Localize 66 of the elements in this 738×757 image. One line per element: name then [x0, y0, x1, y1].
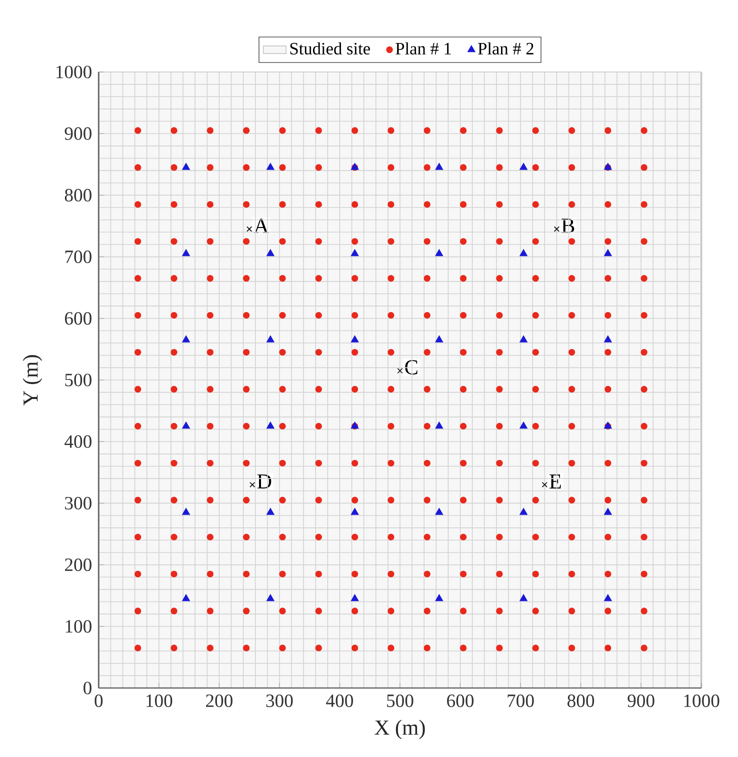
point — [182, 422, 190, 429]
point — [182, 508, 190, 515]
point — [435, 422, 444, 429]
point — [266, 508, 274, 515]
y-tick-label: 500 — [65, 374, 92, 386]
point — [520, 249, 528, 256]
point — [542, 482, 548, 488]
y-tick-label: 300 — [65, 496, 92, 510]
legend-label: Plan # 1 — [396, 42, 451, 55]
x-tick-label: 600 — [447, 694, 474, 708]
point — [350, 249, 359, 256]
annotation: C — [405, 360, 418, 374]
x-tick-label: 700 — [508, 694, 534, 708]
y-tick-label: 400 — [64, 435, 92, 448]
point — [246, 226, 252, 232]
point — [520, 336, 528, 342]
y-tick-label: 700 — [65, 250, 92, 264]
y-tick-label: 800 — [64, 188, 92, 202]
point — [182, 163, 190, 170]
point — [350, 508, 359, 515]
point — [604, 508, 612, 515]
x-axis-title: X (m) — [374, 720, 425, 740]
x-tick-label: 500 — [387, 694, 414, 708]
x-tick-label: 800 — [568, 694, 594, 708]
point — [435, 508, 444, 515]
x-tick-label: 0 — [94, 694, 103, 708]
legend-label: Studied site — [290, 42, 370, 55]
point — [250, 482, 256, 488]
point — [604, 249, 612, 256]
point — [182, 336, 190, 342]
y-tick-label: 200 — [64, 558, 92, 572]
point — [554, 226, 560, 232]
point — [266, 422, 274, 429]
x-tick-label: 1000 — [684, 694, 720, 708]
annotation: E — [550, 474, 561, 488]
point — [397, 368, 403, 374]
point — [435, 594, 444, 602]
x-tick-label: 200 — [206, 694, 232, 708]
point — [604, 594, 612, 602]
point — [520, 422, 528, 429]
point — [266, 163, 274, 170]
point — [435, 336, 444, 342]
point — [520, 163, 528, 170]
y-tick-label: 1000 — [56, 66, 92, 78]
point — [266, 594, 274, 602]
point — [266, 249, 274, 256]
x-tick-label: 100 — [146, 694, 172, 708]
point — [520, 508, 528, 515]
point — [604, 336, 612, 342]
y-tick-label: 600 — [64, 312, 92, 325]
point — [435, 163, 444, 170]
point — [266, 336, 274, 342]
y-tick-label: 900 — [64, 127, 92, 140]
y-tick-label: 100 — [66, 620, 92, 633]
point — [350, 594, 359, 602]
point — [520, 594, 528, 602]
x-tick-label: 400 — [326, 694, 354, 708]
y-tick-label: 0 — [84, 682, 92, 694]
point — [182, 249, 190, 256]
point — [350, 336, 359, 342]
x-tick-label: 300 — [266, 694, 293, 708]
point — [435, 249, 444, 256]
legend-label: Plan # 2 — [478, 42, 534, 55]
x-tick-label: 900 — [628, 694, 654, 708]
point — [182, 594, 190, 602]
y-axis-title: Y (m) — [22, 355, 42, 406]
